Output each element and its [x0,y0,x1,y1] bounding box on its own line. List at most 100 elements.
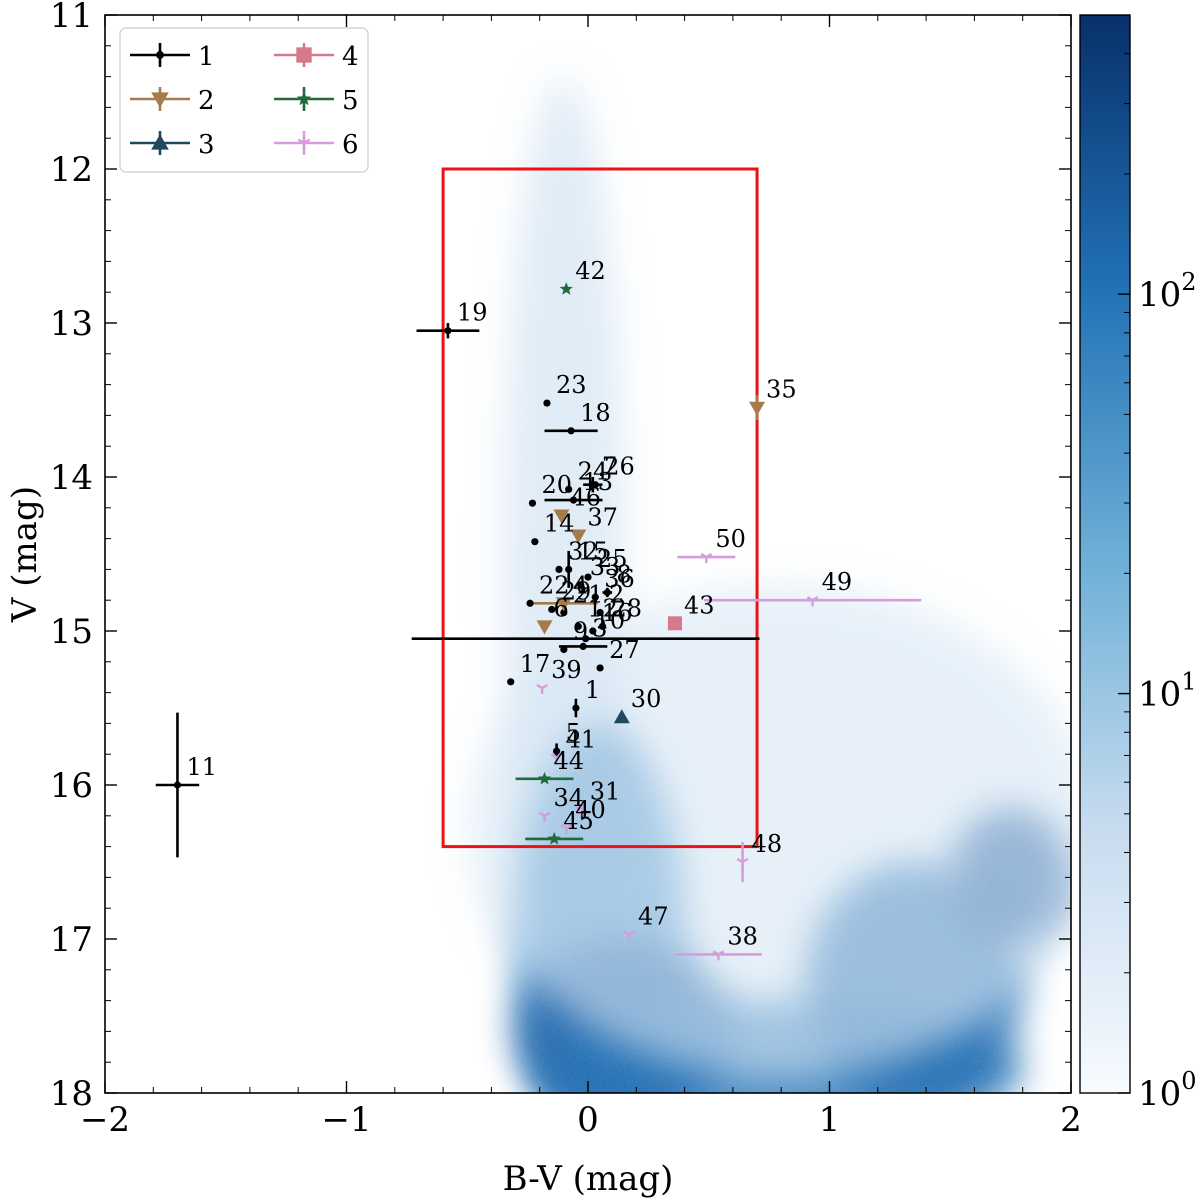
marker-41 [550,753,563,764]
x-tick-label: 2 [1060,1100,1082,1140]
marker-37 [570,529,587,544]
point-label-31: 31 [590,778,621,806]
colorbar-tick-label: 101 [1138,668,1197,715]
legend: 1 2 3 4 5 6 [119,27,369,173]
y-tick-label: 14 [50,458,93,498]
point-label-11: 11 [186,753,217,781]
point-label-18: 18 [580,399,611,427]
marker-6 [536,620,553,635]
marker-34 [538,811,551,822]
markers-layer [173,282,819,961]
marker-36 [591,593,599,601]
point-label-6: 6 [554,594,569,622]
point-label-42: 42 [575,257,606,285]
point-label-35: 35 [766,376,797,404]
point-label-44: 44 [554,747,585,775]
point-label-40: 40 [575,796,606,824]
legend-marker-6 [297,138,311,150]
y-tick-label: 16 [50,766,93,806]
marker-5 [553,747,561,755]
marker-9 [560,645,568,654]
point-label-45: 45 [563,807,594,835]
point-label-26: 26 [604,453,635,481]
marker-16 [589,627,597,635]
y-tick-label: 17 [50,920,93,960]
marker-31 [574,805,587,816]
marker-22 [526,599,534,607]
colorbar-tick-label: 100 [1138,1067,1197,1114]
point-label-16: 16 [602,599,633,627]
point-label-33: 33 [590,553,621,581]
point-label-27: 27 [609,636,640,664]
point-label-43: 43 [684,591,715,619]
marker-14 [531,538,539,546]
background-density-histogram [105,15,1071,1093]
point-label-39: 39 [551,656,582,684]
x-axis-label: B-V (mag) [503,1159,674,1199]
selection-box-layer [441,167,759,849]
marker-10 [581,635,590,643]
point-label-10: 10 [595,607,626,635]
legend-label-5: 5 [342,86,359,116]
colorbar: 100 101 102 [1079,14,1197,1114]
marker-20 [528,499,537,507]
y-tick-label: 13 [50,304,93,344]
marker-46 [553,509,570,524]
point-label-32: 32 [568,537,599,565]
point-label-22: 22 [539,571,570,599]
marker-28 [598,622,607,630]
point-label-41: 41 [566,725,597,753]
point-label-38: 38 [727,922,758,950]
marker-33 [577,581,585,589]
marker-50 [700,553,713,564]
legend-label-4: 4 [342,42,359,72]
marker-4 [555,597,572,612]
marker-47 [623,930,635,941]
point-label-37: 37 [587,504,618,532]
point-label-3: 3 [592,614,607,642]
legend-label-2: 2 [198,86,215,116]
point-label-15: 15 [578,537,609,565]
legend-frame [119,27,369,173]
marker-38 [712,950,725,961]
legend-marker-1 [156,51,164,59]
point-label-48: 48 [752,830,783,858]
x-tick-label: −1 [321,1100,371,1140]
point-label-1: 1 [585,676,600,704]
marker-44 [537,771,552,785]
marker-43 [667,616,682,631]
point-label-34: 34 [554,784,585,812]
x-tick-label: 0 [577,1100,599,1140]
point-label-50: 50 [715,525,746,553]
marker-21 [560,608,568,617]
point-label-47: 47 [638,902,669,930]
density-speckle [105,15,1071,1093]
legend-marker-2 [151,92,169,108]
point-label-21: 21 [573,581,604,609]
marker-32 [555,565,563,574]
marker-17 [507,678,515,686]
legend-marker-4 [296,47,312,63]
point-label-17: 17 [520,650,551,678]
y-axis-label: V (mag) [5,486,45,623]
marker-13 [569,496,578,504]
selection-box [441,167,759,849]
point-label-49: 49 [822,568,853,596]
point-label-29: 29 [561,577,592,605]
marker-2 [596,608,604,617]
point-label-24: 24 [578,457,609,485]
marker-45 [547,831,561,845]
marker-1 [572,704,580,712]
legend-marker-5 [296,91,312,106]
y-tick-label: 12 [50,150,93,190]
point-label-13: 13 [583,468,614,496]
marker-30 [613,709,630,724]
point-label-25: 25 [597,545,628,573]
point-label-30: 30 [631,685,662,713]
marker-48 [736,857,749,868]
marker-24 [565,485,573,493]
marker-25 [584,573,592,581]
marker-8 [603,588,611,597]
point-label-19: 19 [457,299,488,327]
